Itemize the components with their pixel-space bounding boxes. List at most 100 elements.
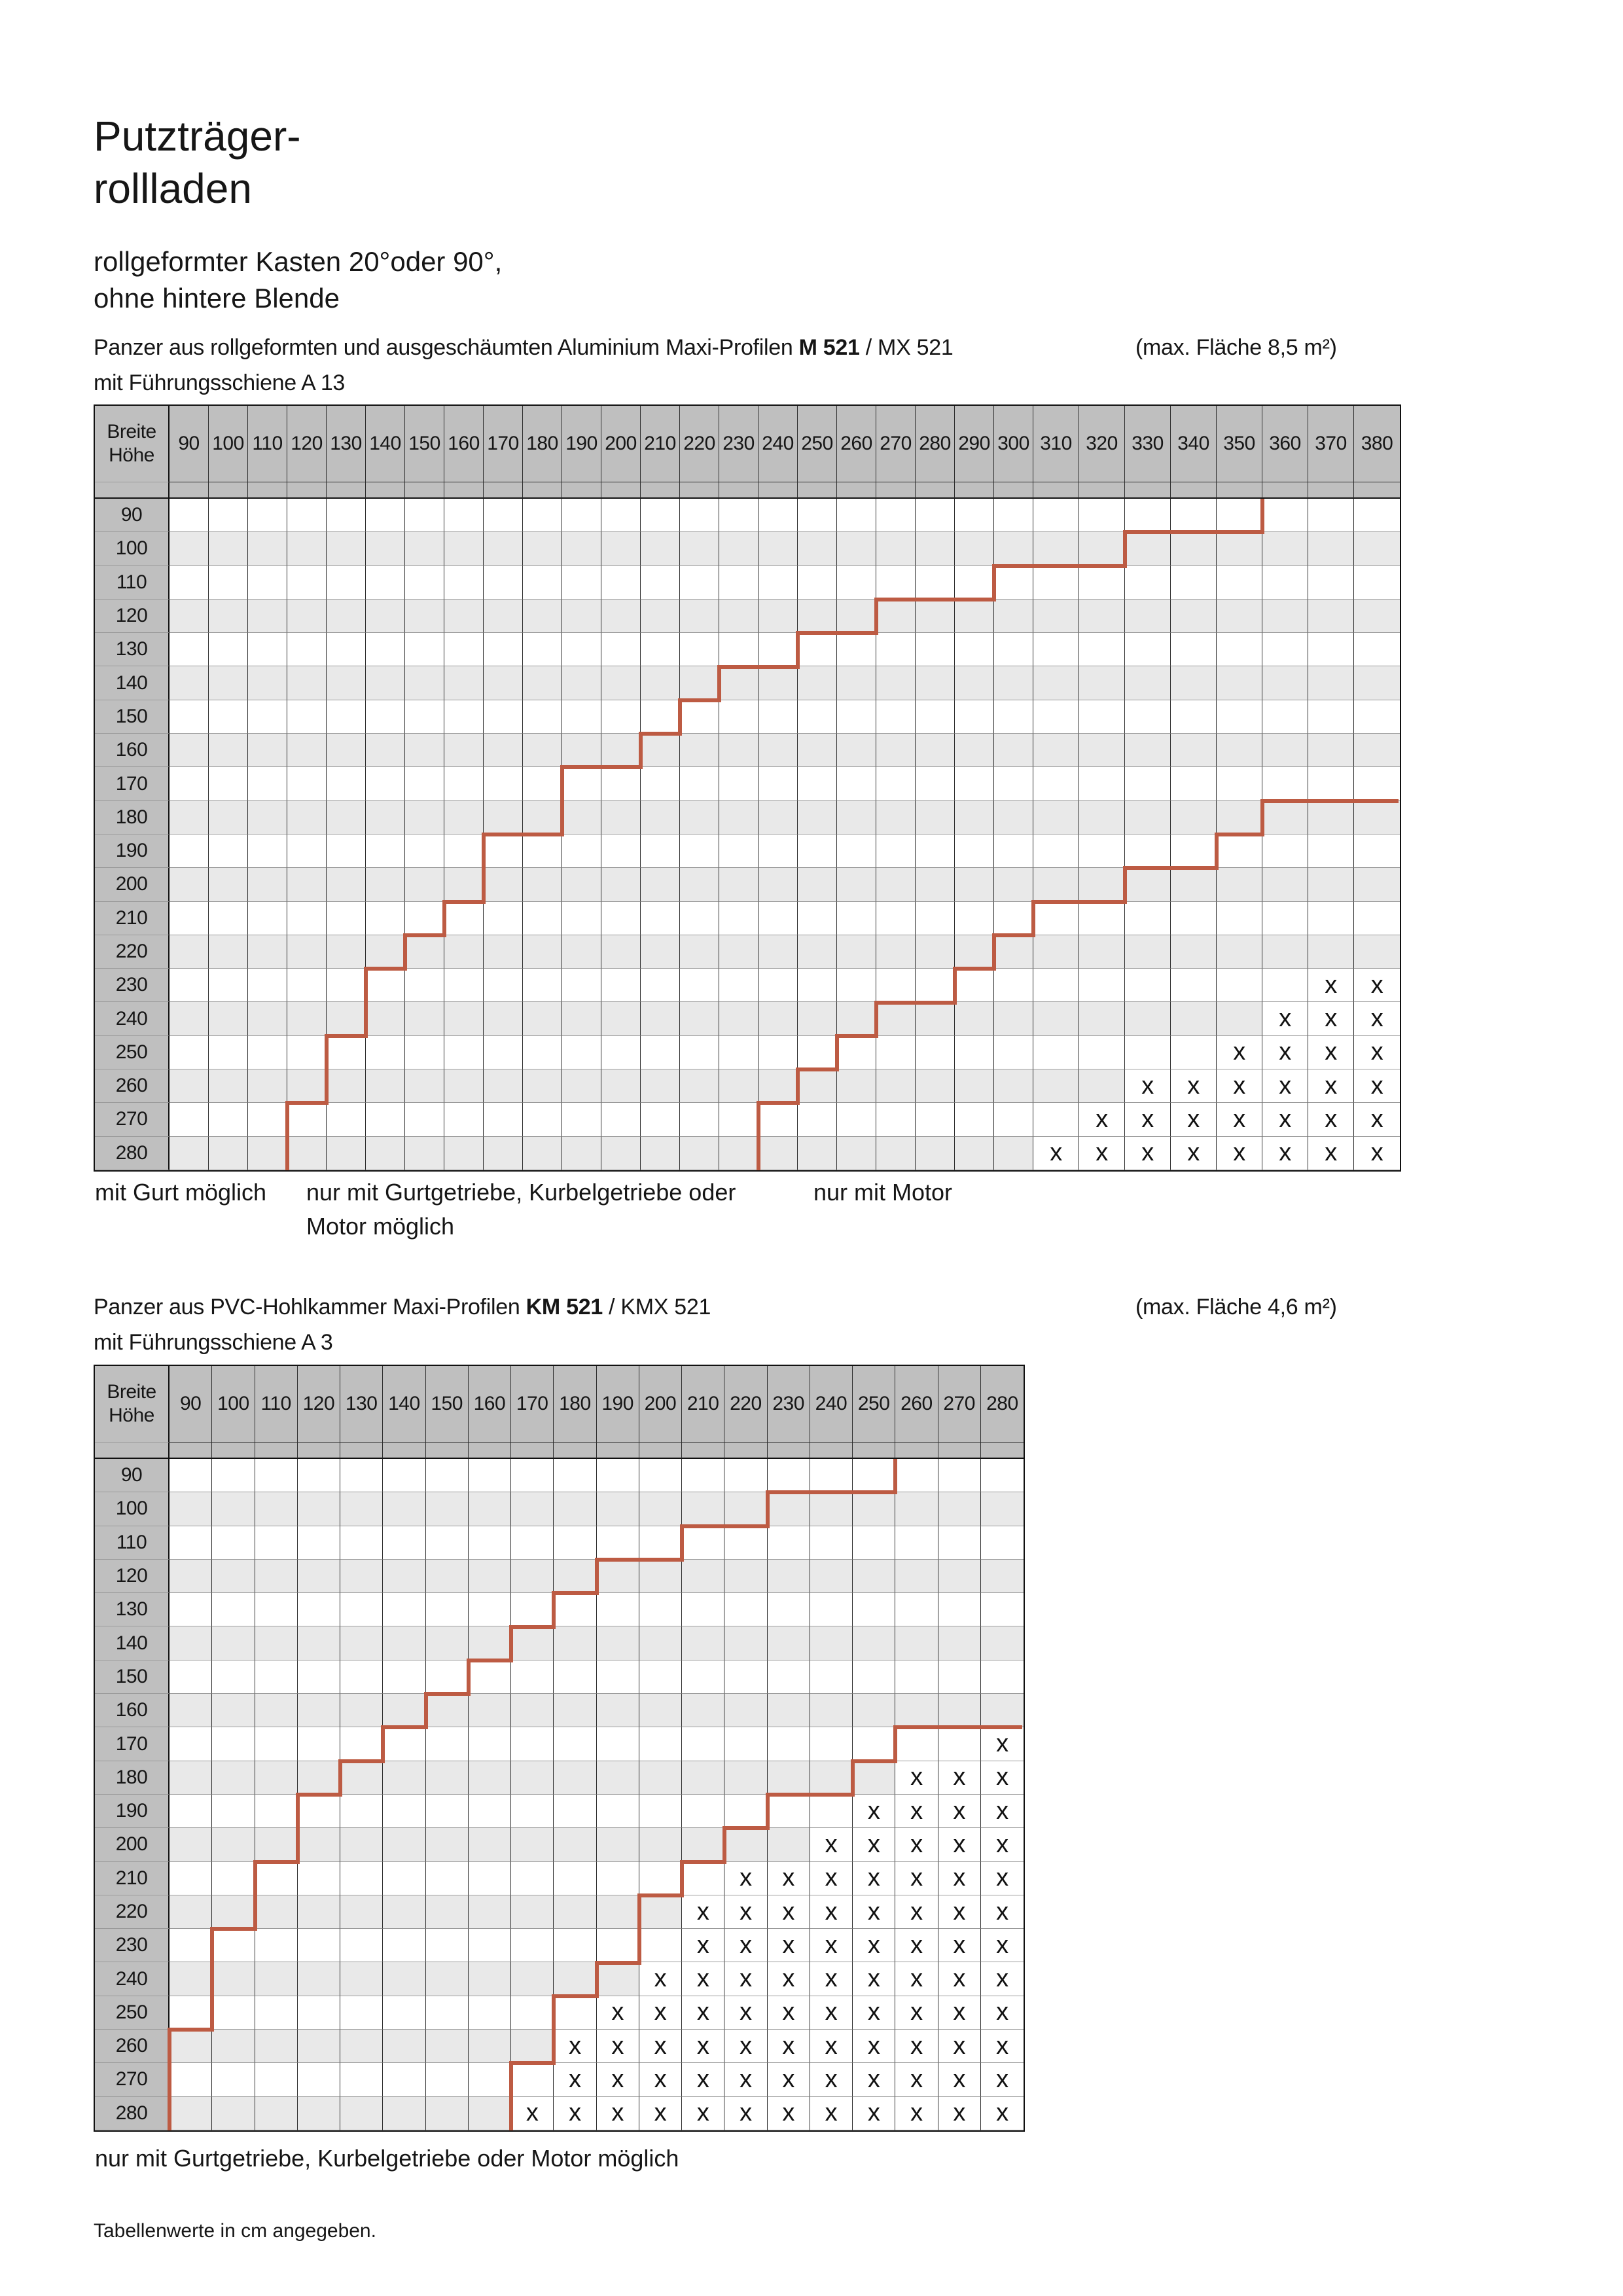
zone-line-left-h [717,664,800,669]
x-mark: x [611,2099,624,2127]
size-cell-190x280: x [596,2096,639,2130]
size-cell-230x130 [767,1593,810,1627]
size-cell-340x230 [1171,969,1217,1003]
size-cell-130x200 [327,868,366,902]
x-mark: x [867,2065,880,2093]
size-cell-170x210 [511,1861,554,1895]
size-cell-210x170 [641,767,680,801]
size-cell-380x200 [1354,868,1400,902]
size-cell-170x270 [511,2063,554,2097]
table2-intro-pre: Panzer aus PVC-Hohlkammer Maxi-Profilen [94,1295,526,1319]
size-cell-340x210 [1171,901,1217,935]
size-cell-380x180 [1354,800,1400,834]
zone-line-left-v [253,1895,257,1929]
legend-getriebe: nur mit Gurtgetriebe, Kurbelgetriebe ode… [306,1175,736,1244]
table-row-270: 270 x x x x x x x x x x x [95,2063,1024,2097]
size-cell-220x260: x [724,2030,768,2064]
size-cell-310x160 [1033,734,1079,768]
size-cell-90x120 [169,599,209,634]
spacer-cell [641,482,680,499]
x-mark: x [611,2032,624,2060]
size-cell-230x110 [719,565,758,600]
size-cell-100x90 [212,1459,255,1493]
column-header-120: 120 [297,1366,340,1443]
footnote: Tabellenwerte in cm angegeben. [94,2220,376,2242]
size-cell-90x210 [169,1861,213,1895]
size-cell-370x150 [1308,700,1354,734]
size-cell-150x170 [425,1727,469,1761]
zone-line-right-v [796,1069,800,1103]
size-cell-320x280: x [1079,1136,1125,1170]
size-cell-130x130 [327,633,366,667]
size-cell-260x190 [837,834,876,869]
size-cell-200x140 [639,1626,682,1660]
x-mark: x [1141,1139,1154,1167]
size-cell-230x210: x [767,1861,810,1895]
x-mark: x [740,1965,752,1993]
column-header-290: 290 [955,406,994,482]
size-cell-140x130 [366,633,405,667]
size-cell-210x200 [641,868,680,902]
spacer-cell [980,1443,1024,1459]
x-mark: x [740,2099,752,2127]
size-cell-250x260 [798,1069,837,1103]
zone-line-right-v [874,1002,878,1037]
size-cell-210x140 [682,1626,725,1660]
row-header-160: 160 [95,734,169,768]
zone-line-left-v [325,1069,329,1103]
size-cell-100x200 [209,868,248,902]
size-cell-150x160 [405,734,444,768]
size-cell-200x270 [601,1103,641,1137]
x-mark: x [1325,971,1337,999]
size-cell-170x140 [511,1626,554,1660]
size-cell-250x200 [798,868,837,902]
spacer-cell [383,1443,426,1459]
size-cell-210x270: x [682,2063,725,2097]
size-cell-170x90 [484,499,523,533]
spacer-cell [853,1443,896,1459]
size-cell-250x160 [853,1694,896,1728]
size-cell-140x180 [383,1761,426,1795]
size-cell-270x280 [876,1136,916,1170]
spacer-cell [468,1443,511,1459]
x-mark: x [910,1931,923,1959]
size-cell-140x100 [383,1492,426,1526]
size-cell-240x150 [810,1660,853,1695]
size-cell-320x90 [1079,499,1125,533]
size-cell-260x110 [895,1526,938,1560]
size-cell-130x240 [340,1962,383,1996]
size-cell-110x120 [248,599,287,634]
row-header-210: 210 [95,901,169,935]
spacer-cell [405,482,444,499]
size-cell-380x190 [1354,834,1400,869]
size-cell-360x130 [1262,633,1308,667]
size-cell-110x190 [248,834,287,869]
table-row-160: 160 [95,734,1400,768]
spacer-cell [680,482,719,499]
row-header-210: 210 [95,1861,169,1895]
size-cell-130x110 [340,1526,383,1560]
size-cell-270x160 [938,1694,981,1728]
size-cell-150x230 [405,969,444,1003]
size-cell-170x130 [484,633,523,667]
size-cell-240x200: x [810,1828,853,1862]
spacer-cell [327,482,366,499]
size-cell-360x110 [1262,565,1308,600]
size-cell-330x100 [1125,532,1171,566]
x-mark: x [953,1830,965,1858]
size-cell-110x150 [248,700,287,734]
size-cell-140x150 [383,1660,426,1695]
size-cell-190x110 [596,1526,639,1560]
spacer-cell [1033,482,1079,499]
size-cell-140x280 [383,2096,426,2130]
size-cell-150x100 [405,532,444,566]
size-cell-240x100 [810,1492,853,1526]
size-cell-250x220: x [853,1895,896,1929]
zone-line-left-v [1123,532,1127,567]
row-header-280: 280 [95,1136,169,1170]
x-mark: x [1233,1139,1245,1167]
size-cell-160x140 [468,1626,511,1660]
size-cell-240x210 [758,901,798,935]
size-cell-200x100 [601,532,641,566]
size-cell-110x170 [255,1727,298,1761]
